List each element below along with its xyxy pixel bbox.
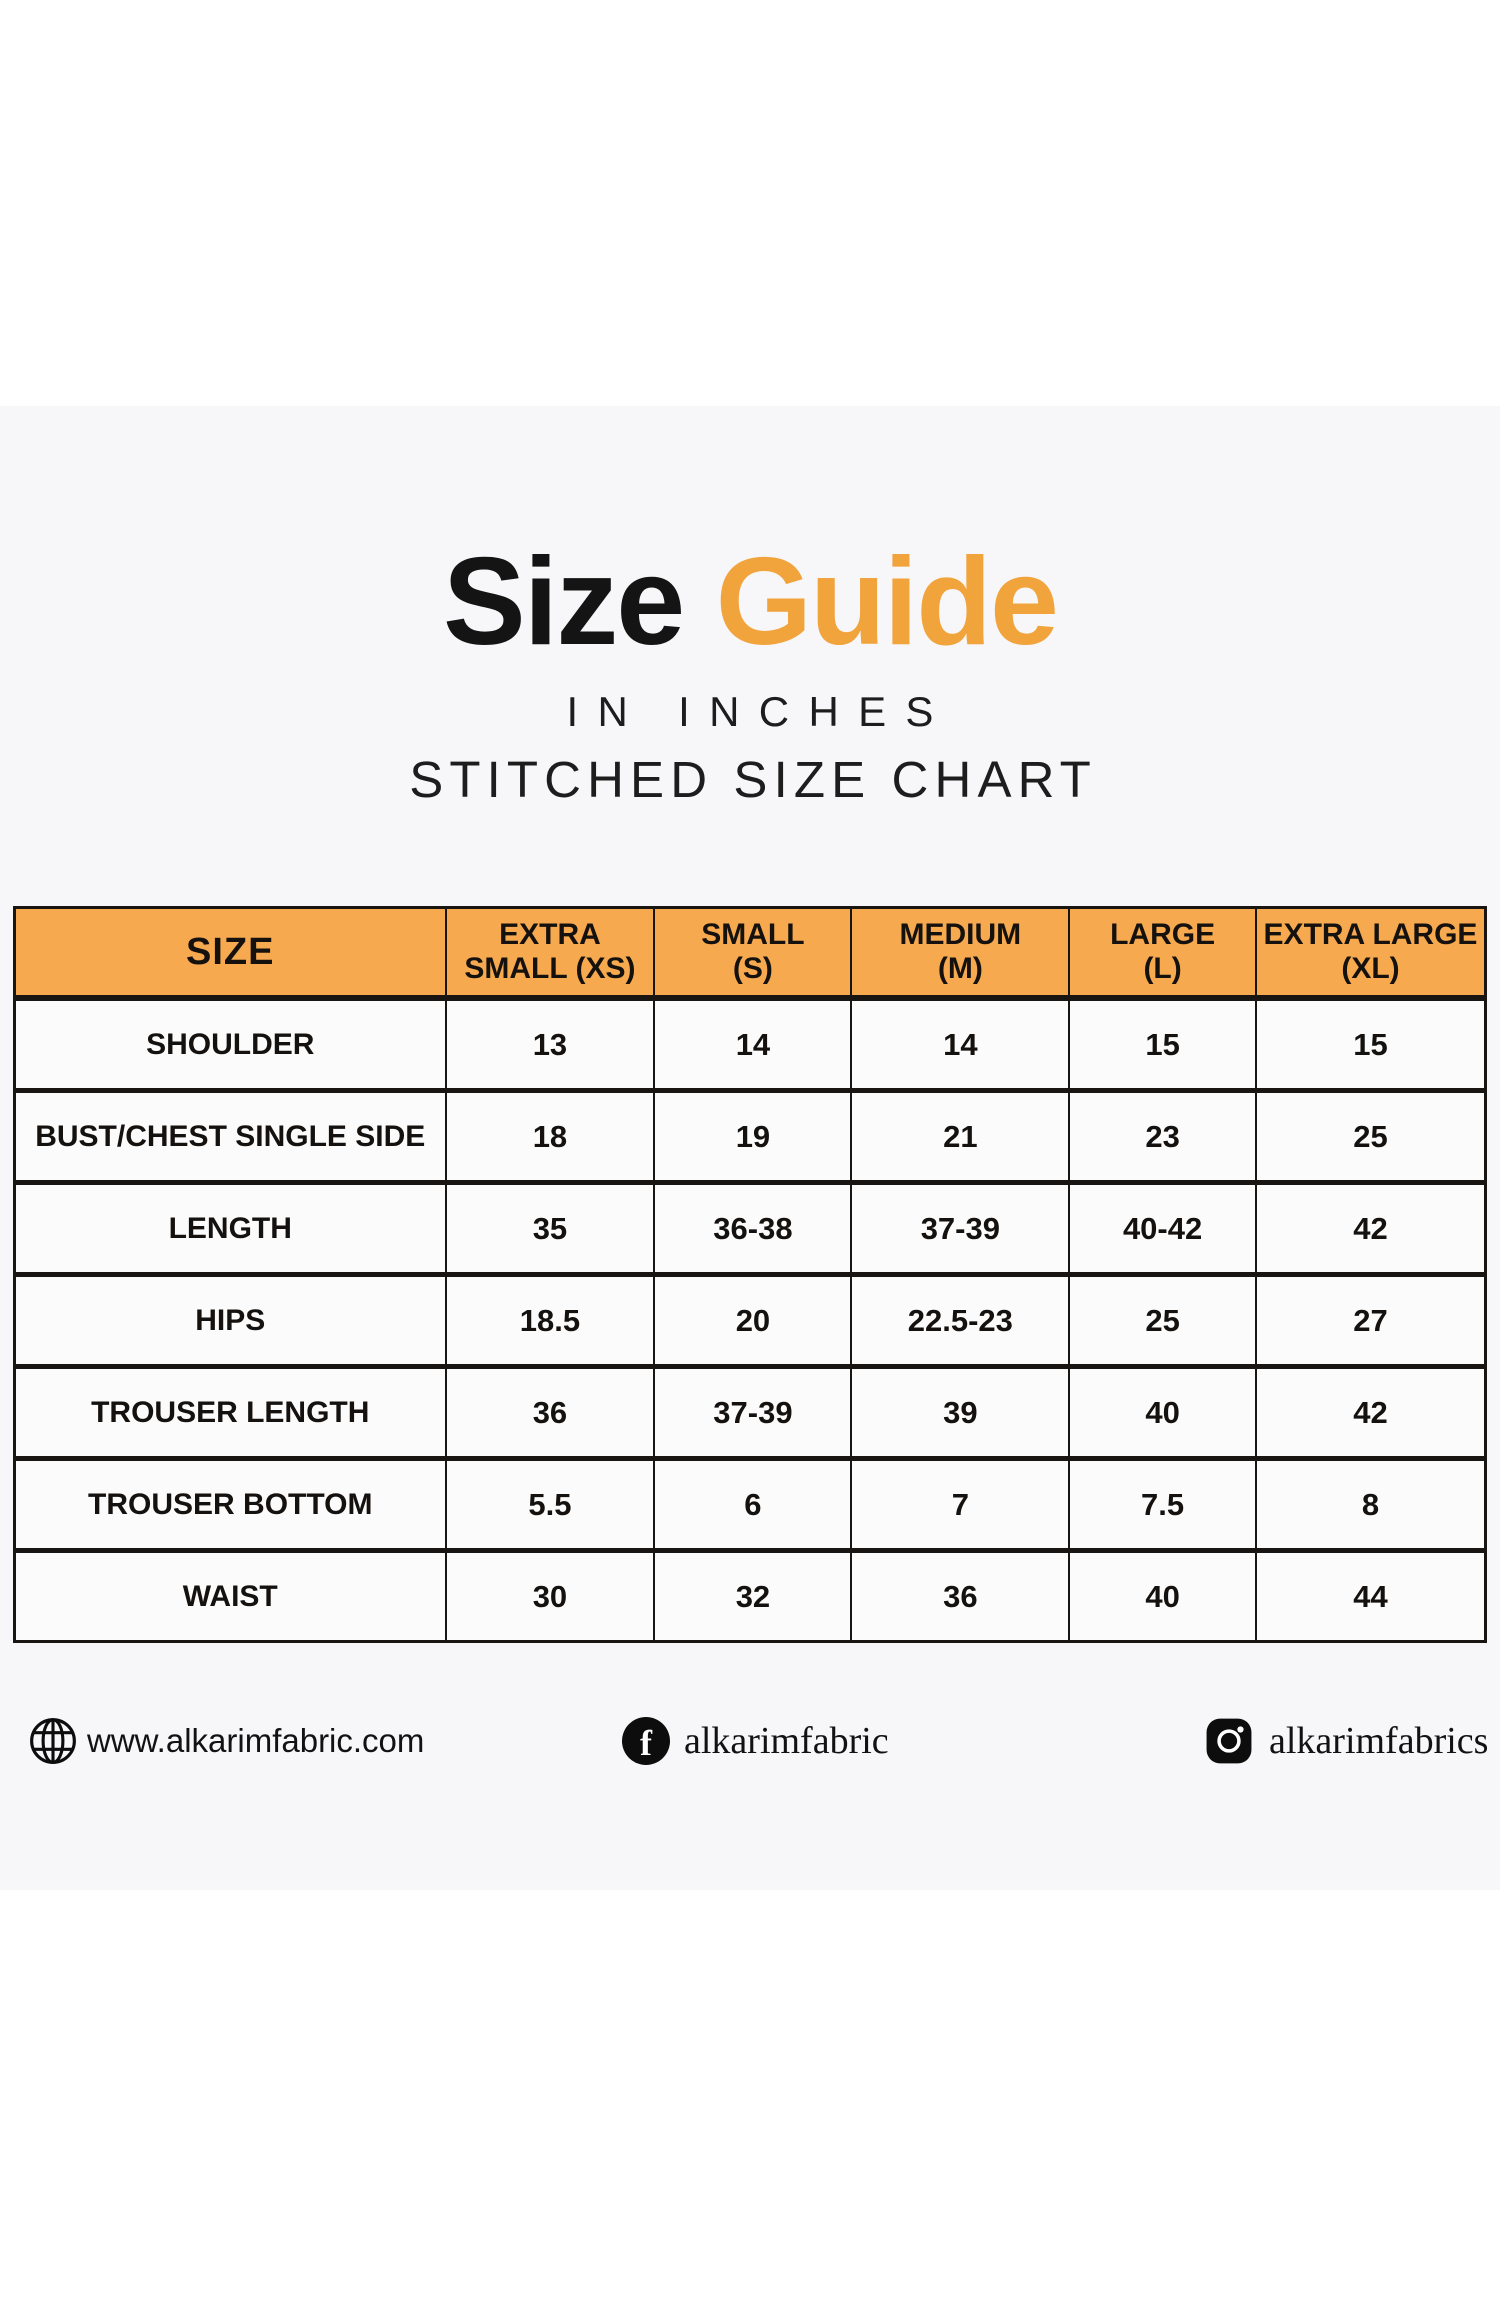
table-cell: 36 bbox=[444, 1366, 656, 1459]
table-cell: 7.5 bbox=[1068, 1458, 1257, 1551]
instagram-info: alkarimfabrics bbox=[1205, 1712, 1488, 1770]
table-row: SHOULDER 13 14 14 15 15 bbox=[13, 998, 1487, 1091]
row-label: HIPS bbox=[13, 1274, 447, 1367]
size-col-header-3: MEDIUM (M) bbox=[850, 907, 1071, 998]
row-label: SHOULDER bbox=[13, 998, 447, 1091]
table-row: TROUSER LENGTH 36 37-39 39 40 42 bbox=[13, 1366, 1487, 1459]
size-col-header-4: LARGE (L) bbox=[1068, 907, 1257, 998]
instagram-icon bbox=[1205, 1717, 1253, 1765]
facebook-handle: alkarimfabric bbox=[684, 1720, 889, 1762]
table-cell: 8 bbox=[1255, 1458, 1487, 1551]
table-row: LENGTH 35 36-38 37-39 40-42 42 bbox=[13, 1182, 1487, 1275]
table-cell: 15 bbox=[1255, 998, 1487, 1091]
page-title: Size Guide bbox=[0, 540, 1500, 664]
table-cell: 19 bbox=[653, 1090, 853, 1183]
website-url: www.alkarimfabric.com bbox=[87, 1722, 425, 1759]
subtitle-in-inches: IN INCHES bbox=[566, 688, 953, 735]
title-word-size: Size bbox=[443, 533, 685, 671]
table-cell: 36 bbox=[850, 1550, 1071, 1642]
table-cell: 40 bbox=[1068, 1550, 1257, 1642]
table-cell: 18 bbox=[444, 1090, 656, 1183]
table-cell: 6 bbox=[653, 1458, 853, 1551]
size-col-header-1: EXTRA SMALL (XS) bbox=[444, 907, 656, 998]
row-label: TROUSER LENGTH bbox=[13, 1366, 447, 1459]
size-table-header-row: SIZE EXTRA SMALL (XS) SMALL (S) MEDIUM (M) L… bbox=[13, 907, 1487, 998]
table-cell: 7 bbox=[850, 1458, 1071, 1551]
table-cell: 40 bbox=[1068, 1366, 1257, 1459]
table-cell: 32 bbox=[653, 1550, 853, 1642]
row-label: WAIST bbox=[13, 1550, 447, 1642]
table-cell: 22.5-23 bbox=[850, 1274, 1071, 1367]
table-cell: 42 bbox=[1255, 1182, 1487, 1275]
table-cell: 14 bbox=[850, 998, 1071, 1091]
table-cell: 18.5 bbox=[444, 1274, 656, 1367]
facebook-icon: f bbox=[622, 1717, 670, 1765]
size-col-header-2: SMALL (S) bbox=[653, 907, 853, 998]
table-cell: 21 bbox=[850, 1090, 1071, 1183]
table-row: BUST/CHEST SINGLE SIDE 18 19 21 23 25 bbox=[13, 1090, 1487, 1183]
row-label: LENGTH bbox=[13, 1182, 447, 1275]
table-cell: 23 bbox=[1068, 1090, 1257, 1183]
title-block: Size Guide IN INCHES STITCHED SIZE CHART bbox=[0, 540, 1500, 809]
table-cell: 14 bbox=[653, 998, 853, 1091]
table-cell: 25 bbox=[1255, 1090, 1487, 1183]
table-cell: 36-38 bbox=[653, 1182, 853, 1275]
table-row: TROUSER BOTTOM 5.5 6 7 7.5 8 bbox=[13, 1458, 1487, 1551]
subtitle-stitched-size-chart: STITCHED SIZE CHART bbox=[409, 751, 1097, 808]
table-cell: 20 bbox=[653, 1274, 853, 1367]
title-word-guide: Guide bbox=[715, 533, 1059, 671]
size-table-body: SHOULDER 13 14 14 15 15 BUST/CHEST SINGLE SIDE… bbox=[13, 998, 1487, 1642]
table-cell: 15 bbox=[1068, 998, 1257, 1091]
table-cell: 35 bbox=[444, 1182, 656, 1275]
table-cell: 42 bbox=[1255, 1366, 1487, 1459]
table-cell: 13 bbox=[444, 998, 656, 1091]
table-cell: 44 bbox=[1255, 1550, 1487, 1642]
table-cell: 5.5 bbox=[444, 1458, 656, 1551]
table-cell: 39 bbox=[850, 1366, 1071, 1459]
table-cell: 37-39 bbox=[653, 1366, 853, 1459]
size-col-header-5: EXTRA LARGE (XL) bbox=[1255, 907, 1487, 998]
size-chart-table: SIZE EXTRA SMALL (XS) SMALL (S) MEDIUM (M) L… bbox=[13, 906, 1487, 1643]
website-info: www.alkarimfabric.com bbox=[28, 1712, 424, 1770]
table-row: HIPS 18.5 20 22.5-23 25 27 bbox=[13, 1274, 1487, 1367]
table-cell: 25 bbox=[1068, 1274, 1257, 1367]
table-cell: 40-42 bbox=[1068, 1182, 1257, 1275]
row-label: TROUSER BOTTOM bbox=[13, 1458, 447, 1551]
table-row: WAIST 30 32 36 40 44 bbox=[13, 1550, 1487, 1642]
instagram-handle: alkarimfabrics bbox=[1269, 1720, 1489, 1762]
size-column-header: SIZE bbox=[13, 907, 447, 998]
facebook-info: f alkarimfabric bbox=[622, 1712, 889, 1770]
globe-icon bbox=[28, 1716, 78, 1766]
row-label: BUST/CHEST SINGLE SIDE bbox=[13, 1090, 447, 1183]
table-cell: 27 bbox=[1255, 1274, 1487, 1367]
table-cell: 30 bbox=[444, 1550, 656, 1642]
facebook-f-glyph: f bbox=[640, 1723, 652, 1763]
table-cell: 37-39 bbox=[850, 1182, 1071, 1275]
